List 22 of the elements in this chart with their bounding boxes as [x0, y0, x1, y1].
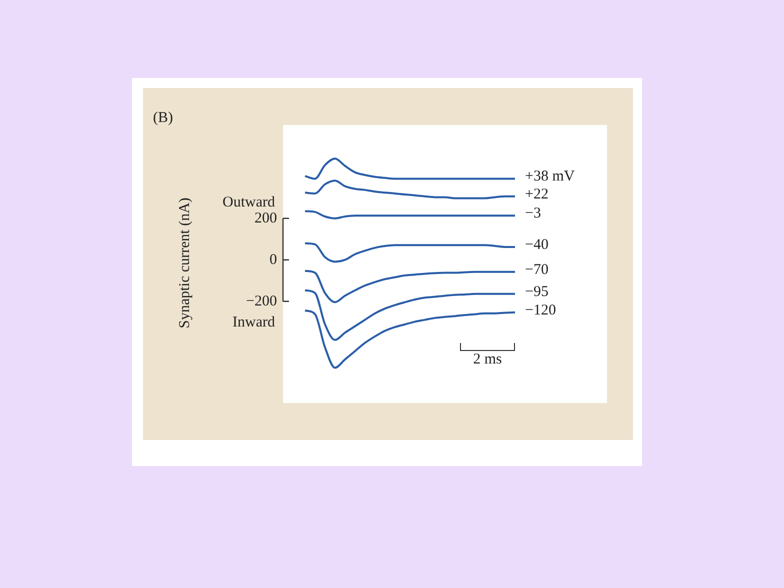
line-series — [304, 180, 516, 200]
line-series — [304, 158, 516, 180]
y-tick-label: 0 — [270, 252, 277, 268]
line-series — [304, 270, 516, 304]
text: Outward — [222, 194, 276, 210]
series-label: +22 — [525, 186, 548, 202]
series-label: −95 — [525, 284, 548, 300]
series-label: +38 mV — [525, 168, 575, 185]
line-series — [304, 289, 516, 341]
series-label: −40 — [525, 236, 548, 253]
line-series — [304, 210, 516, 220]
annotation: 2 ms — [473, 351, 502, 368]
series-label: −3 — [525, 206, 541, 222]
text: Inward — [232, 314, 276, 330]
series-label: −70 — [525, 262, 548, 278]
y-axis-title: Synaptic current (nA) — [176, 198, 193, 328]
line-series — [304, 309, 516, 369]
line-series — [304, 242, 516, 263]
y-tick-label: 200 — [254, 210, 277, 226]
y-tick-label: −200 — [246, 293, 277, 310]
series-label: −120 — [525, 302, 556, 318]
text: (B) — [153, 110, 173, 126]
